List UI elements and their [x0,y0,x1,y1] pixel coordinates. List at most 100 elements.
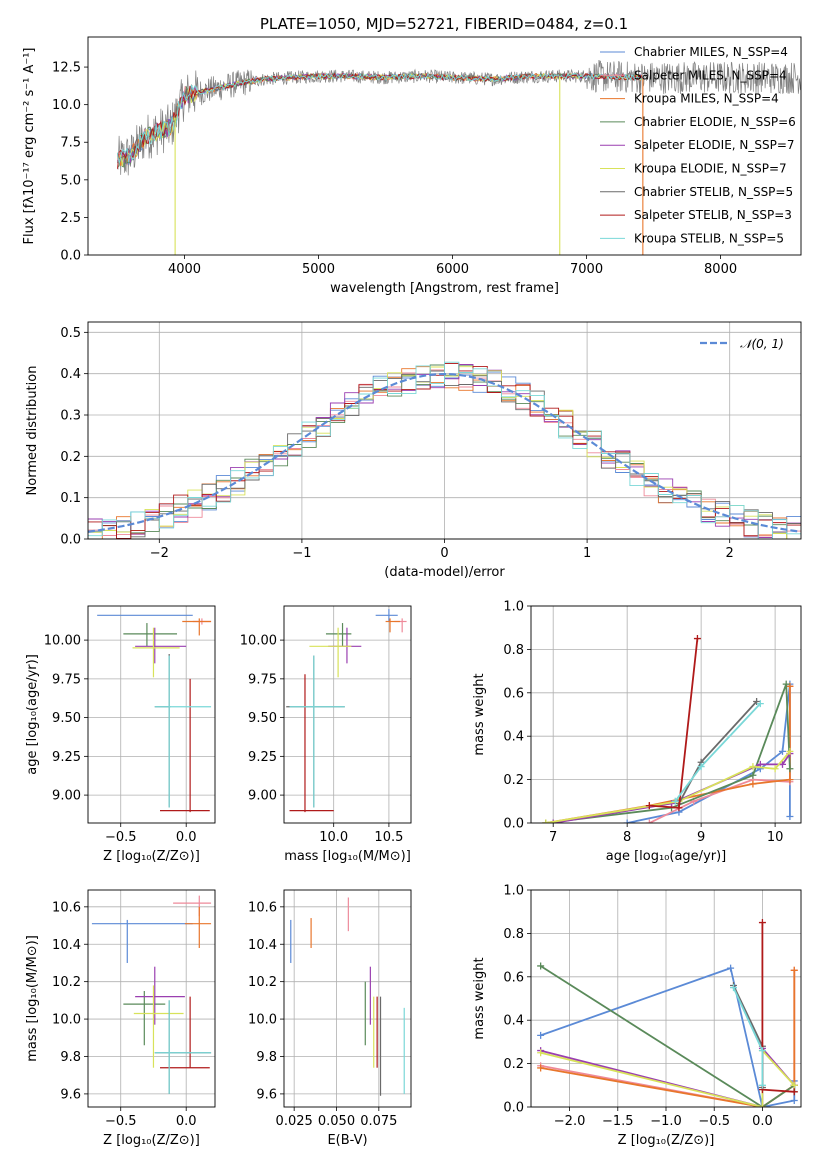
panel-weight_vs_age: 7 8 9 10 0.0 0.2 0.4 0.6 0.8 1.0 age [log₁₀(age/yr… [472,600,802,864]
y-tick-label: 9.00 [248,789,277,804]
weight-point-salpeter-miles [645,819,653,823]
legend-label: 𝒩(0, 1) [740,337,784,351]
weight-point-kroupa-stelib [697,763,705,771]
legend-label: Kroupa STELIB, N_SSP=5 [634,231,784,245]
axes-frame [87,321,802,540]
x-axis-label: Z [log₁₀(Z/Z⊙)] [618,1133,715,1148]
axes-frame [530,889,802,1108]
weight-point-kroupa-elodie [537,1049,545,1057]
y-tick-label: 9.6 [256,1087,277,1102]
weight-point-chabrier-elodie [537,962,545,970]
y-tick-label: 0.4 [60,367,81,382]
weight-point-kroupa-stelib [671,797,679,805]
weight-point-salpeter-elodie [549,819,557,823]
y-tick-label: 9.75 [248,672,277,687]
weight-point-kroupa-miles [786,682,794,690]
panel-mass_vs_ebv: 0.025 0.050 0.075 9.6 9.8 10.0 10.2 10.4 10.6 E(B… [248,889,412,1148]
x-tick-label: 7 [549,830,557,845]
plot-area [97,614,212,813]
panel-weight_vs_Z: −2.0 −1.5 −1.0 −0.5 0.0 0.0 0.2 0.4 0.6 0.8 1.0 Z [… [472,884,802,1148]
y-tick-label: 5.0 [60,173,81,188]
weight-point-salpeter-stelib [675,804,683,812]
y-tick-label: 0.2 [503,773,524,788]
legend-label: Chabrier STELIB, N_SSP=5 [634,185,793,199]
plot-area [91,895,212,1094]
x-tick-label: 8 [623,830,631,845]
x-axis-label: mass [log₁₀(M/M⊙)] [284,849,411,864]
legend-label: Salpeter MILES, N_SSP=4 [634,68,787,82]
plot-area [542,635,794,823]
x-axis-label: (data-model)/error [384,565,505,580]
y-tick-label: 10.6 [52,900,81,915]
weight-point-salpeter-stelib [645,802,653,810]
weight-point-kroupa-elodie [542,819,550,823]
x-axis-label: Z [log₁₀(Z/Z⊙)] [103,1133,200,1148]
figure-title: PLATE=1050, MJD=52721, FIBERID=0484, z=0… [260,15,628,33]
legend-label: Kroupa MILES, N_SSP=4 [634,92,779,106]
x-tick-label: 7000 [570,262,603,277]
y-tick-label: 10.2 [248,975,277,990]
y-tick-label: 9.8 [256,1050,277,1065]
y-tick-label: 10.00 [240,634,277,649]
y-tick-label: 10.2 [52,975,81,990]
y-tick-label: 9.8 [60,1050,81,1065]
y-tick-label: 2.5 [60,211,81,226]
y-tick-label: 9.50 [248,711,277,726]
weight-point-chabrier-miles [623,819,631,823]
x-tick-label: −0.5 [105,830,137,845]
weight-point-kroupa-miles [786,776,794,784]
x-tick-label: −0.5 [698,1114,730,1129]
weight-point-kroupa-elodie [786,747,794,755]
axes-frame [283,605,412,824]
weight-point-kroupa-miles [790,966,798,974]
x-tick-label: 0.0 [176,1114,197,1129]
plot-area [286,609,407,813]
y-tick-label: 10.6 [248,900,277,915]
y-tick-label: 0.3 [60,409,81,424]
legend-label: Kroupa ELODIE, N_SSP=7 [634,162,787,176]
y-axis-label: mass weight [472,673,487,755]
y-tick-label: 0.0 [60,249,81,264]
x-axis-label: Z [log₁₀(Z/Z⊙)] [103,849,200,864]
legend-label: Chabrier MILES, N_SSP=4 [634,45,788,59]
y-tick-label: 1.0 [503,600,524,615]
legend-label: Chabrier ELODIE, N_SSP=6 [634,115,796,129]
x-tick-label: −0.5 [105,1114,137,1129]
x-tick-label: −1 [292,546,311,561]
x-tick-label: 5000 [302,262,335,277]
y-tick-label: 7.5 [60,136,81,151]
y-tick-label: 0.0 [503,1101,524,1116]
x-tick-label: 10 [767,830,784,845]
y-tick-label: 10.0 [52,98,81,113]
weight-point-chabrier-elodie [749,771,757,779]
x-tick-label: 0.025 [276,1114,313,1129]
model-line-kroupa-stelib [117,72,643,164]
plot-area [117,59,801,255]
weight-line-chabrier-stelib [678,700,758,804]
x-tick-label: 8000 [704,262,737,277]
x-tick-label: 0.0 [752,1114,773,1129]
weight-point-kroupa-miles [537,1064,545,1072]
weight-point-chabrier-stelib [753,697,761,705]
axes-frame [87,36,802,256]
x-tick-label: 10.0 [319,830,348,845]
panel-age_vs_mass: 10.0 10.5 9.00 9.25 9.50 9.75 10.00 mass [log₁₀… [240,605,412,864]
y-tick-label: 0.4 [503,730,524,745]
weight-point-kroupa-stelib [730,984,737,992]
y-tick-label: 10.0 [52,1013,81,1028]
y-tick-label: 10.00 [44,634,81,649]
x-axis-label: E(B-V) [327,1133,367,1148]
residual-histogram-kroupa-stelib [88,361,801,539]
y-tick-label: 0.4 [503,1014,524,1029]
model-line-salpeter-stelib [117,72,643,169]
weight-point-kroupa-stelib [756,700,764,708]
y-tick-label: 0.5 [60,326,81,341]
y-tick-label: 9.00 [52,789,81,804]
x-tick-label: 0.075 [360,1114,397,1129]
y-tick-label: 0.2 [503,1057,524,1072]
axes-frame [283,889,412,1108]
y-tick-label: 0.8 [503,643,524,658]
x-tick-label: 1 [583,546,591,561]
plot-area [290,897,405,1096]
weight-point-kroupa-stelib [758,1047,766,1055]
